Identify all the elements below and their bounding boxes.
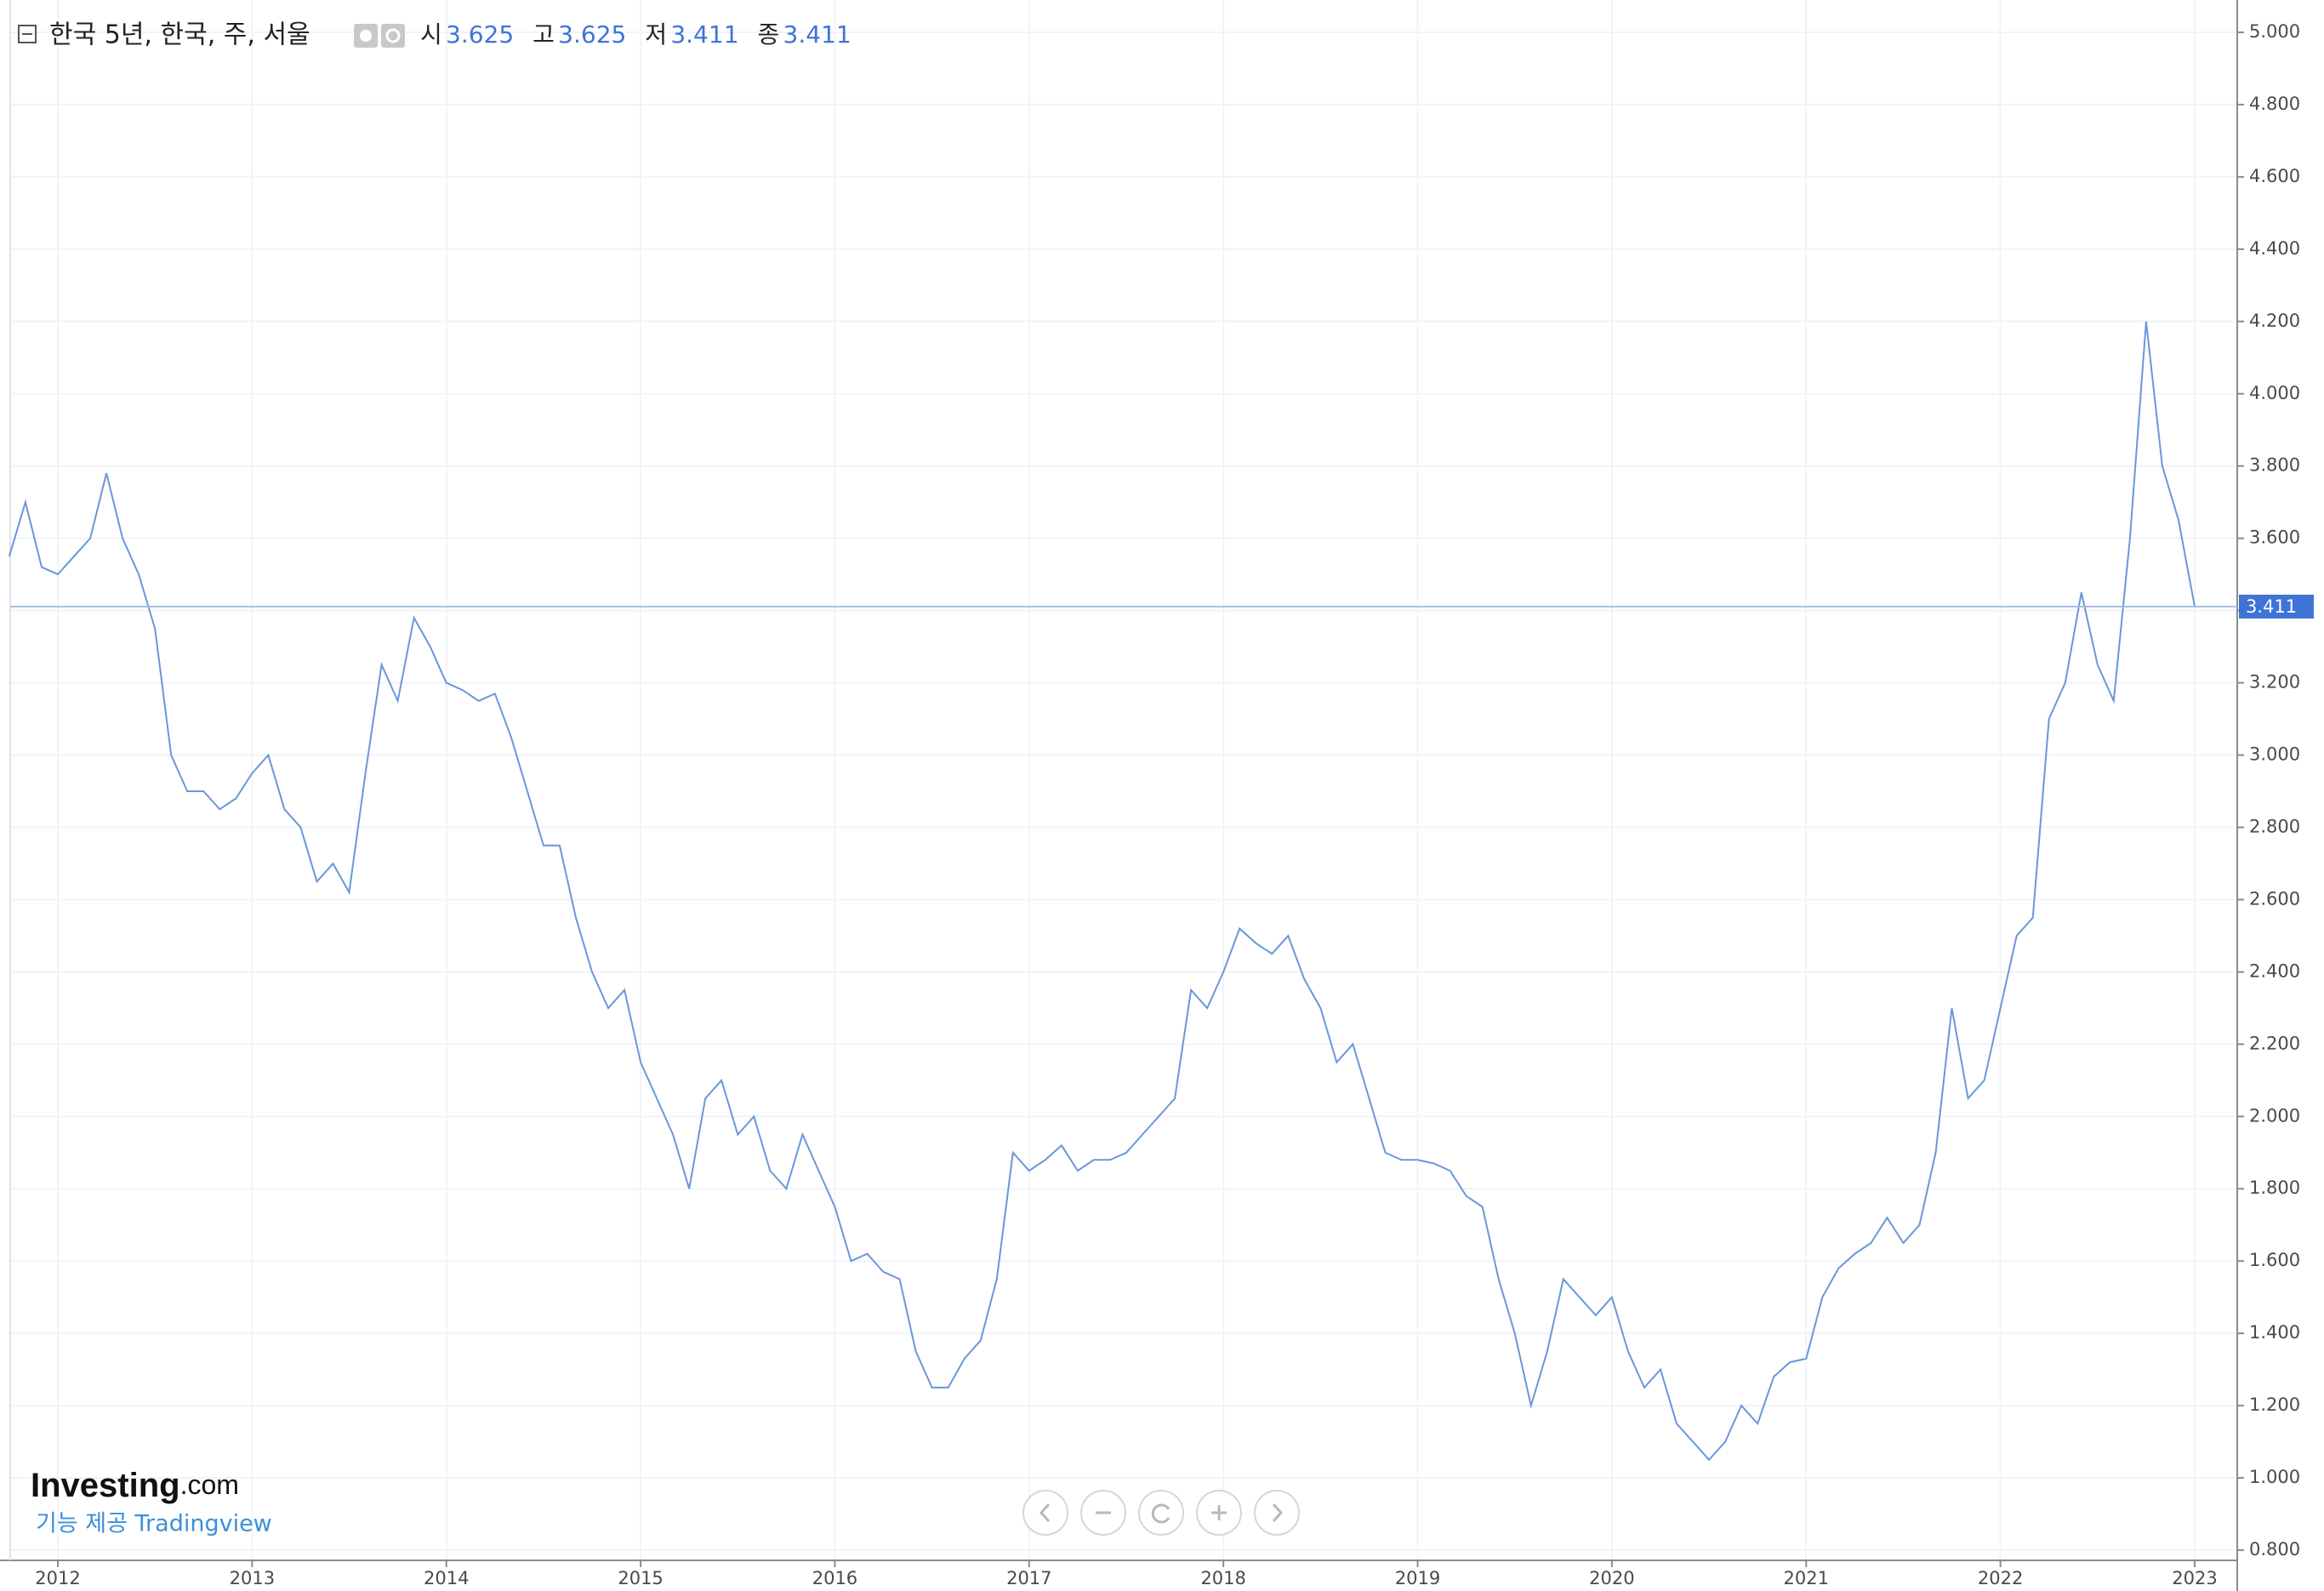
ohlc-name: 시	[420, 20, 442, 48]
x-tick-label: 2023	[2172, 1568, 2217, 1588]
logo-suffix: .com	[180, 1469, 239, 1500]
y-tick-label: 3.600	[2249, 527, 2300, 548]
reset-icon	[1151, 1503, 1171, 1524]
x-tick-label: 2013	[230, 1568, 275, 1588]
collapse-icon[interactable]	[18, 25, 37, 43]
x-tick-label: 2017	[1006, 1568, 1051, 1588]
ohlc-legend: 시 3.625 고 3.625 저 3.411 종 3.411	[420, 20, 852, 48]
y-tick-label: 5.000	[2249, 21, 2300, 42]
ohlc-name: 저	[645, 20, 667, 48]
y-tick-label: 1.800	[2249, 1178, 2300, 1198]
ohlc-value: 3.625	[446, 20, 514, 48]
ohlc-name: 종	[758, 20, 780, 48]
chart-title: 한국 5년, 한국, 주, 서울	[49, 20, 310, 50]
ohlc-value: 3.625	[558, 20, 626, 48]
settings-icon-inner	[385, 28, 401, 43]
ohlc-name: 고	[533, 20, 555, 48]
x-tick-label: 2019	[1395, 1568, 1440, 1588]
x-tick-label: 2022	[1978, 1568, 2023, 1588]
y-tick-label: 3.000	[2249, 744, 2300, 765]
x-tick-label: 2020	[1589, 1568, 1634, 1588]
right-arrow-icon	[1272, 1503, 1284, 1523]
y-tick-label: 1.000	[2249, 1467, 2300, 1487]
y-tick-label: 1.200	[2249, 1394, 2300, 1415]
price-line	[8, 321, 2196, 1462]
x-tick-label: 2018	[1200, 1568, 1245, 1588]
y-tick-label: 3.800	[2249, 455, 2300, 476]
ohlc-value: 3.411	[783, 20, 852, 48]
credit: 기능 제공 Tradingview	[36, 1511, 272, 1537]
x-tick-label: 2016	[812, 1568, 857, 1588]
y-tick-label: 0.800	[2249, 1539, 2300, 1560]
y-tick-label: 1.400	[2249, 1322, 2300, 1343]
y-tick-label: 1.600	[2249, 1250, 2300, 1270]
scroll-right-button[interactable]	[1254, 1490, 1300, 1536]
logo-main: Investing	[31, 1467, 180, 1504]
eye-icon-inner	[360, 30, 372, 42]
y-tick-label: 4.600	[2249, 166, 2300, 186]
reset-button[interactable]	[1138, 1490, 1184, 1536]
nav-icons	[1039, 1503, 1284, 1524]
y-tick-label: 2.600	[2249, 888, 2300, 909]
y-tick-label: 4.200	[2249, 311, 2300, 331]
x-tick-label: 2014	[424, 1568, 469, 1588]
x-tick-label: 2012	[35, 1568, 80, 1588]
left-arrow-icon	[1039, 1503, 1051, 1523]
y-tick-label: 4.000	[2249, 383, 2300, 403]
y-tick-label: 2.200	[2249, 1033, 2300, 1053]
x-tick-label: 2021	[1784, 1568, 1829, 1588]
last-value-label: 3.411	[2246, 596, 2297, 617]
nav-buttons	[1022, 1490, 1300, 1536]
x-tick-label: 2015	[618, 1568, 663, 1588]
scroll-left-button[interactable]	[1022, 1490, 1068, 1536]
y-tick-label: 4.400	[2249, 238, 2300, 259]
plot	[8, 321, 2237, 1462]
y-tick-label: 4.800	[2249, 94, 2300, 114]
y-tick-label: 2.800	[2249, 816, 2300, 836]
settings-icon[interactable]	[381, 24, 405, 48]
logo: Investing.com	[31, 1467, 239, 1504]
y-tick-label: 2.400	[2249, 961, 2300, 981]
y-tick-label: 3.200	[2249, 672, 2300, 693]
grid	[10, 0, 2237, 1560]
y-tick-label: 2.000	[2249, 1105, 2300, 1126]
last-value-badge	[2239, 594, 2314, 619]
ohlc-value: 3.411	[670, 20, 738, 48]
